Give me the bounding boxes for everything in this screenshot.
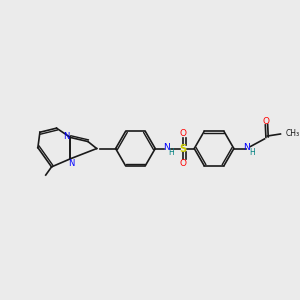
Text: O: O <box>180 130 187 139</box>
Text: H: H <box>249 148 255 157</box>
Text: N: N <box>68 159 74 168</box>
Text: N: N <box>163 143 170 152</box>
Text: CH₃: CH₃ <box>285 129 299 138</box>
Text: S: S <box>180 143 187 154</box>
Text: N: N <box>244 143 250 152</box>
Text: O: O <box>180 159 187 168</box>
Text: O: O <box>262 117 269 126</box>
Text: N: N <box>63 132 70 141</box>
Text: H: H <box>168 148 174 157</box>
